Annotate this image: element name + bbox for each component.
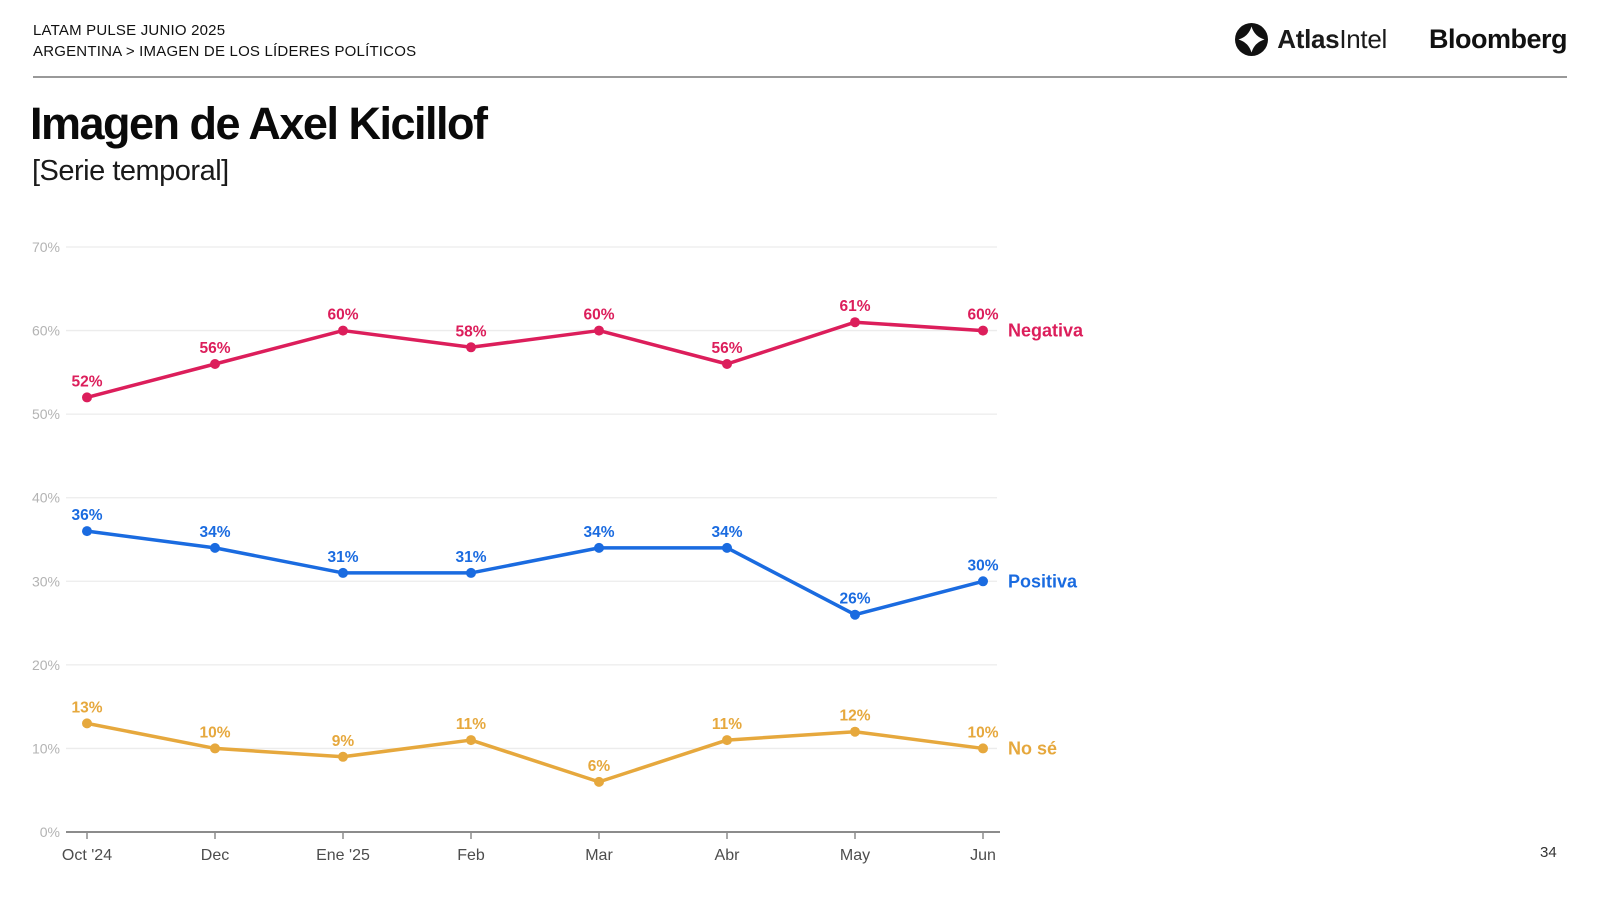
atlasintel-logo: AtlasIntel — [1234, 22, 1387, 57]
value-label: 34% — [199, 524, 230, 541]
value-label: 31% — [455, 549, 486, 566]
data-point — [722, 359, 732, 369]
series-line-Negativa — [85, 320, 985, 400]
series-line-Positiva — [85, 529, 985, 617]
data-point — [82, 718, 92, 729]
header-divider — [33, 76, 1567, 78]
page-title: Imagen de Axel Kicillof — [30, 98, 488, 149]
data-point — [338, 751, 348, 762]
value-label: 60% — [583, 307, 614, 324]
data-point — [722, 542, 732, 553]
value-label: 56% — [199, 340, 230, 357]
x-axis-tick-label: Mar — [585, 847, 613, 864]
value-label: 31% — [327, 549, 358, 566]
series-label-Positiva: Positiva — [1008, 571, 1078, 591]
y-axis-tick-label: 20% — [32, 657, 60, 673]
y-axis-tick-label: 40% — [32, 490, 60, 506]
data-point — [978, 743, 988, 754]
data-point — [594, 776, 604, 787]
y-axis-tick-label: 30% — [32, 573, 60, 589]
value-label: 56% — [711, 340, 742, 357]
bloomberg-logo: Bloomberg — [1428, 24, 1568, 54]
value-label: 26% — [839, 591, 870, 608]
data-point — [850, 317, 860, 328]
series-line-No sé — [85, 721, 985, 784]
data-point — [210, 743, 220, 754]
x-axis-tick-label: Ene '25 — [316, 847, 370, 864]
value-label: 13% — [71, 699, 102, 716]
data-point — [594, 325, 604, 336]
value-label: 9% — [332, 733, 355, 750]
value-label: 30% — [967, 557, 998, 574]
data-point — [338, 567, 348, 578]
x-axis-tick-label: Abr — [715, 847, 741, 864]
data-point — [82, 526, 92, 537]
value-label: 10% — [199, 724, 230, 741]
data-point — [466, 735, 476, 746]
brand-logos: AtlasIntel Bloomberg — [1234, 22, 1568, 57]
x-axis-tick-label: Jun — [970, 847, 996, 864]
value-label: 34% — [583, 524, 614, 541]
data-point — [466, 342, 476, 353]
value-label: 34% — [711, 524, 742, 541]
data-point — [850, 609, 860, 620]
data-point — [338, 325, 348, 336]
timeseries-chart: 0% 10% 20% 30% 40% 50% 60% 70% Oct '24 Dec Ene '25… — [32, 239, 1084, 864]
value-label: 60% — [327, 307, 358, 324]
atlasintel-star-icon — [1234, 22, 1269, 57]
y-axis-tick-label: 10% — [32, 740, 60, 756]
series-label-Negativa: Negativa — [1008, 321, 1084, 341]
data-point — [82, 392, 92, 403]
value-label: 60% — [967, 307, 998, 324]
y-axis-tick-label: 0% — [40, 824, 60, 840]
value-label: 36% — [71, 507, 102, 524]
data-point — [210, 359, 220, 369]
data-point — [466, 567, 476, 578]
data-point — [722, 735, 732, 746]
series-label-No sé: No sé — [1008, 738, 1057, 758]
value-label: 6% — [588, 758, 611, 775]
kicker-line-2: ARGENTINA > IMAGEN DE LOS LÍDERES POLÍTI… — [33, 43, 417, 60]
y-axis-tick-label: 50% — [32, 406, 60, 422]
y-axis-tick-label: 60% — [32, 323, 60, 339]
atlasintel-wordmark: AtlasIntel — [1277, 24, 1387, 54]
value-label: 61% — [839, 298, 870, 315]
value-label: 11% — [456, 716, 486, 733]
x-axis-tick-label: Oct '24 — [62, 847, 112, 864]
y-axis-tick-label: 70% — [32, 239, 60, 255]
kicker: LATAM PULSE JUNIO 2025 ARGENTINA > IMAGE… — [33, 20, 416, 62]
data-point — [978, 576, 988, 587]
data-point — [850, 726, 860, 737]
value-label: 11% — [712, 716, 742, 733]
data-point — [594, 542, 604, 553]
data-point — [978, 325, 988, 336]
x-axis-tick-label: Dec — [201, 847, 229, 864]
x-axis-tick-label: May — [840, 847, 870, 864]
value-label: 10% — [967, 724, 998, 741]
x-axis-tick-label: Feb — [457, 847, 485, 864]
kicker-line-1: LATAM PULSE JUNIO 2025 — [33, 22, 226, 39]
value-label: 52% — [71, 373, 102, 390]
page-number: 34 — [1540, 844, 1557, 861]
page-subtitle: [Serie temporal] — [32, 155, 229, 187]
data-point — [210, 542, 220, 553]
value-label: 12% — [839, 708, 870, 725]
value-label: 58% — [455, 323, 486, 340]
